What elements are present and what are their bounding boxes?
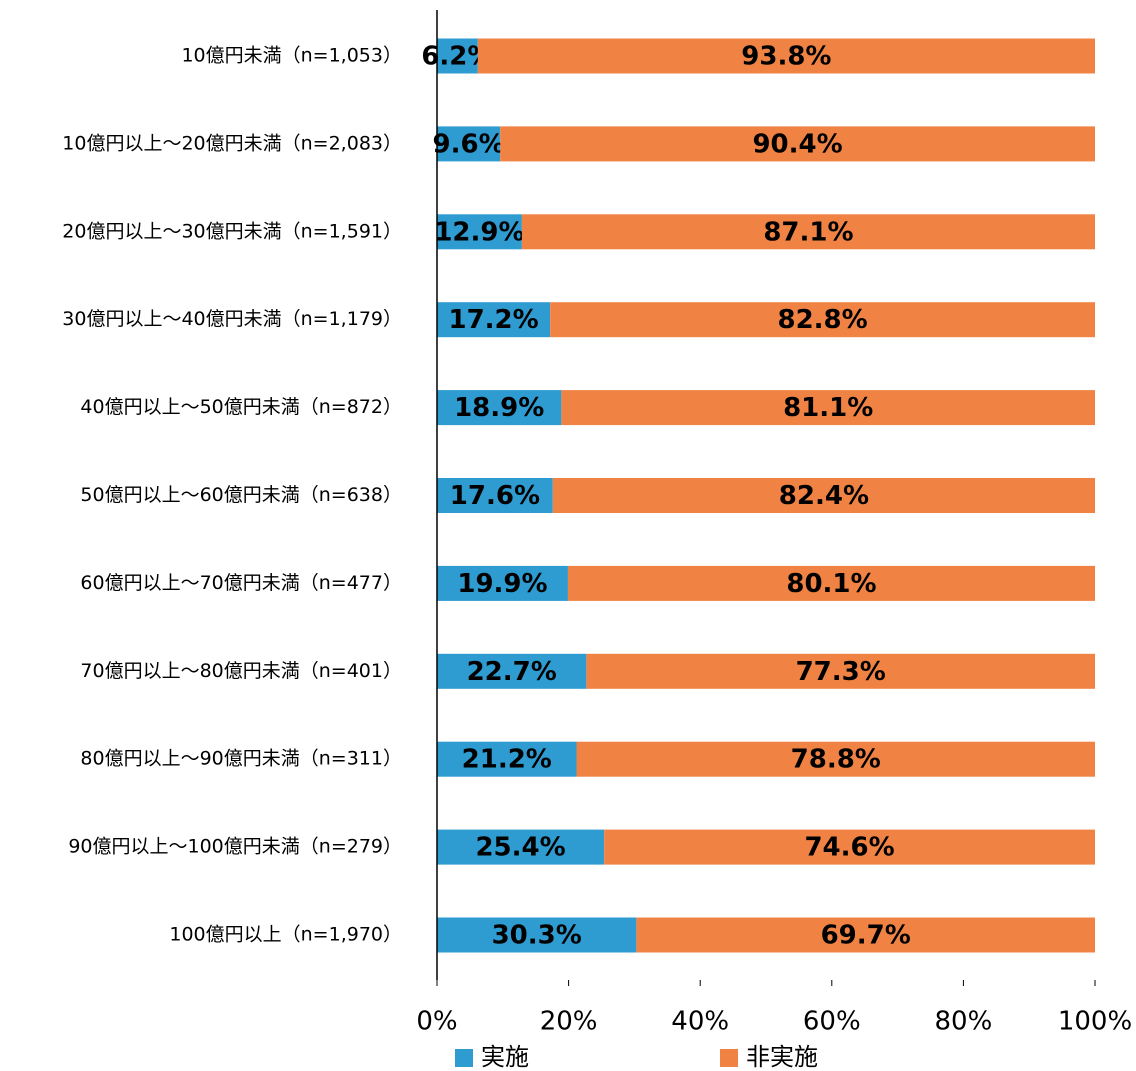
bar-segment (586, 653, 1095, 689)
value-label: 69.7% (821, 921, 911, 951)
category-label: 20億円以上～30億円未満（n=1,591） (62, 220, 402, 242)
bar-segment (437, 126, 501, 162)
bar-segment (437, 302, 551, 338)
bar-segment (604, 829, 1095, 865)
value-label: 74.6% (804, 833, 894, 863)
bar-segment (437, 38, 478, 74)
value-label: 93.8% (741, 42, 831, 72)
category-label: 60億円以上～70億円未満（n=477） (80, 572, 402, 594)
value-label: 21.2% (462, 745, 552, 775)
value-label: 87.1% (763, 217, 853, 247)
x-tick-label: 0% (416, 1007, 457, 1037)
value-label: 30.3% (492, 921, 582, 951)
bar-segment (561, 390, 1095, 426)
bar-segment (437, 478, 553, 513)
value-label: 80.1% (786, 569, 876, 599)
bar-segment (437, 214, 522, 250)
value-label: 19.9% (457, 569, 547, 599)
x-tick-label: 60% (803, 1007, 861, 1037)
bar-segment (437, 917, 637, 953)
value-label: 81.1% (783, 393, 873, 423)
bar-segment (552, 478, 1095, 513)
value-label: 78.8% (791, 745, 881, 775)
value-label: 25.4% (475, 833, 565, 863)
category-label: 10億円未満（n=1,053） (181, 45, 402, 67)
bar-segment (437, 390, 562, 426)
bar-segment (437, 653, 587, 689)
category-label: 10億円以上～20億円未満（n=2,083） (62, 132, 402, 154)
bar-segment (521, 214, 1095, 250)
bar-segment (576, 741, 1095, 777)
x-tick-label: 40% (671, 1007, 729, 1037)
value-label: 12.9% (434, 217, 524, 247)
value-label: 17.2% (448, 305, 538, 335)
x-tick-label: 20% (540, 1007, 598, 1037)
bar-segment (636, 917, 1095, 953)
value-label: 90.4% (752, 129, 842, 159)
value-label: 82.4% (779, 481, 869, 511)
legend-swatch (455, 1049, 473, 1067)
bar-segment (437, 741, 577, 777)
x-tick-label: 100% (1058, 1007, 1132, 1037)
value-label: 77.3% (796, 657, 886, 687)
value-label: 18.9% (454, 393, 544, 423)
legend-label: 実施 (481, 1043, 529, 1071)
bar-segment (437, 829, 605, 865)
value-label: 22.7% (467, 657, 557, 687)
category-label: 40億円以上～50億円未満（n=872） (80, 396, 402, 418)
bar-segment (550, 302, 1095, 338)
value-label: 82.8% (777, 305, 867, 335)
bar-segment (567, 565, 1095, 601)
x-tick-label: 80% (935, 1007, 993, 1037)
category-label: 100億円以上（n=1,970） (169, 924, 402, 946)
legend-swatch (720, 1049, 738, 1067)
legend-label: 非実施 (746, 1043, 818, 1071)
category-label: 30億円以上～40億円未満（n=1,179） (62, 308, 402, 330)
bar-segment (437, 565, 568, 601)
value-label: 17.6% (450, 481, 540, 511)
value-label: 9.6% (433, 129, 505, 159)
category-label: 70億円以上～80億円未満（n=401） (80, 660, 402, 682)
bar-segment (477, 38, 1095, 74)
category-label: 90億円以上～100億円未満（n=279） (68, 836, 402, 858)
category-label: 80億円以上～90億円未満（n=311） (80, 748, 402, 770)
bar-segment (500, 126, 1096, 162)
category-label: 50億円以上～60億円未満（n=638） (80, 484, 402, 506)
